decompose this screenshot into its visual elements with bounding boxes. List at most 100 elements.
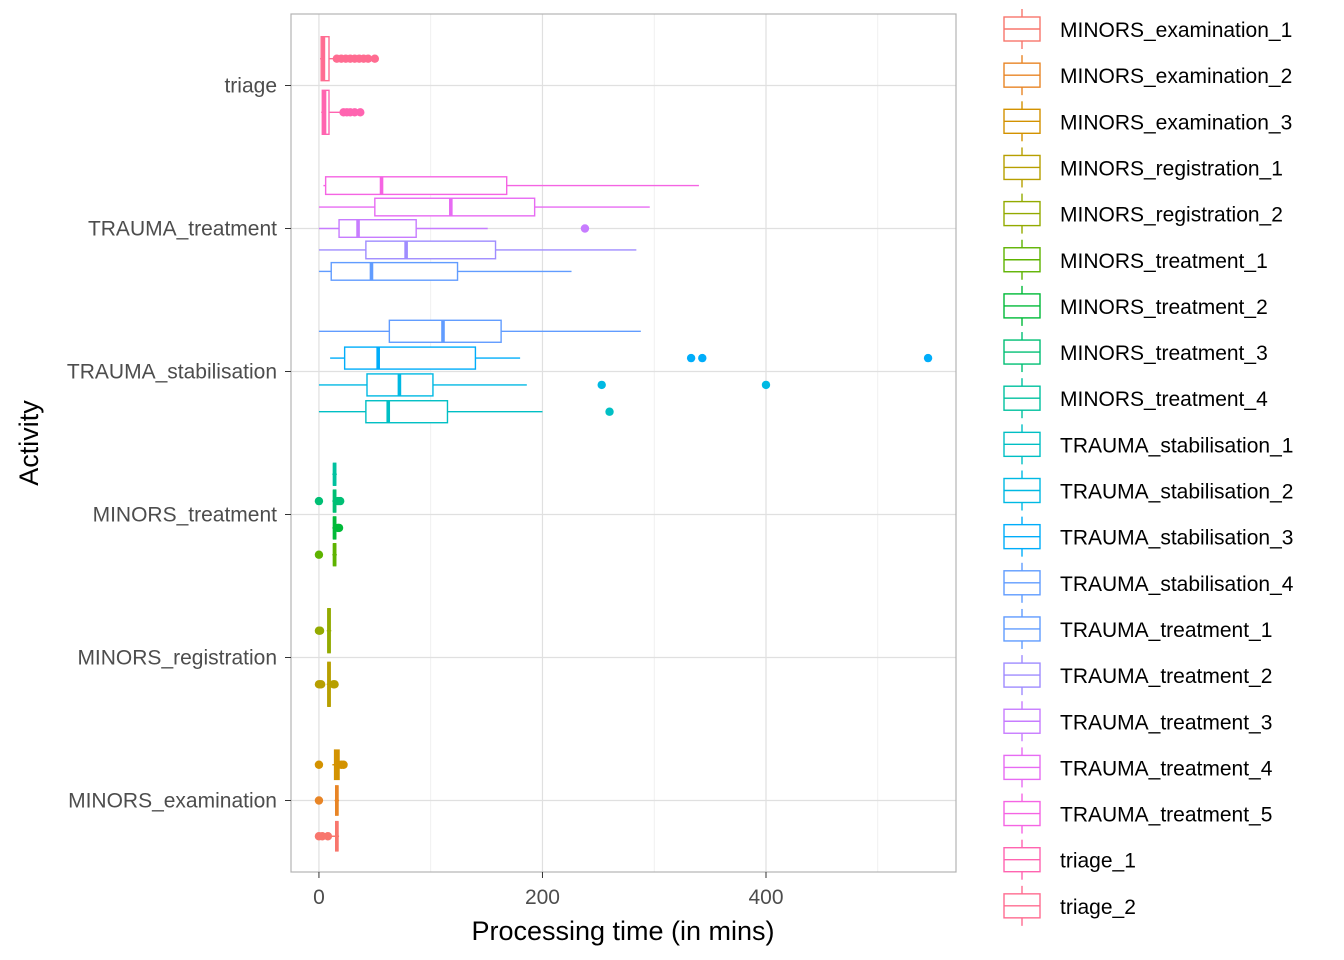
- legend-item: TRAUMA_treatment_5: [1003, 793, 1272, 834]
- outlier-point: [597, 380, 606, 390]
- x-tick-label: 200: [525, 886, 560, 909]
- legend-item: MINORS_treatment_4: [1003, 378, 1268, 419]
- y-tick-label: MINORS_treatment: [93, 504, 278, 527]
- legend-item: TRAUMA_stabilisation_1: [1003, 424, 1293, 465]
- legend-label: MINORS_examination_3: [1060, 111, 1292, 134]
- legend-label: TRAUMA_stabilisation_2: [1060, 481, 1293, 504]
- legend-label: TRAUMA_treatment_4: [1060, 757, 1273, 780]
- outlier-point: [315, 626, 325, 635]
- legend-item: TRAUMA_treatment_1: [1003, 608, 1272, 649]
- legend-item: MINORS_treatment_3: [1003, 332, 1268, 373]
- legend-item: TRAUMA_treatment_3: [1003, 701, 1272, 742]
- legend-item: TRAUMA_treatment_4: [1003, 747, 1273, 788]
- outlier-point: [323, 832, 333, 841]
- outlier-point: [330, 680, 339, 689]
- legend-label: MINORS_registration_1: [1060, 157, 1283, 180]
- legend-label: TRAUMA_treatment_2: [1060, 665, 1272, 688]
- legend-item: MINORS_examination_3: [1003, 101, 1292, 142]
- box-TRAUMA_stabilisation_1: [318, 400, 614, 424]
- legend-label: MINORS_treatment_1: [1060, 250, 1268, 273]
- outlier-point: [314, 550, 324, 559]
- box-MINORS_registration_1: [314, 661, 339, 707]
- x-tick-label: 0: [313, 886, 325, 909]
- y-tick-label: triage: [224, 75, 277, 98]
- legend-item: MINORS_treatment_1: [1003, 239, 1268, 280]
- outlier-point: [580, 224, 590, 233]
- y-tick-label: TRAUMA_stabilisation: [67, 361, 277, 384]
- legend-item: triage_1: [1003, 839, 1136, 880]
- box-TRAUMA_treatment_5: [323, 176, 699, 196]
- legend-item: MINORS_examination_1: [1003, 9, 1292, 49]
- outlier-point: [605, 407, 614, 416]
- box-TRAUMA_treatment_4: [318, 197, 650, 217]
- box-TRAUMA_stabilisation_4: [318, 319, 641, 343]
- x-tick-labels: 0 200 400: [313, 872, 784, 909]
- legend-label: TRAUMA_treatment_3: [1060, 711, 1272, 734]
- legend-item: TRAUMA_stabilisation_3: [1003, 516, 1293, 557]
- outlier-point: [356, 108, 365, 117]
- legend-label: triage_1: [1060, 850, 1136, 873]
- box-MINORS_registration_2: [314, 608, 332, 654]
- outlier-point: [698, 353, 707, 363]
- box-MINORS_examination_1: [314, 820, 340, 852]
- box-iqr: [365, 240, 497, 260]
- box-TRAUMA_treatment_1: [318, 261, 572, 281]
- legend-item: MINORS_registration_1: [1003, 147, 1283, 188]
- outlier-point: [314, 496, 324, 506]
- grid-layer: [291, 14, 956, 872]
- legend-label: MINORS_treatment_3: [1060, 342, 1268, 365]
- box-triage_1: [321, 89, 365, 135]
- box-iqr: [343, 346, 477, 370]
- box-iqr: [388, 319, 502, 343]
- legend-item: TRAUMA_stabilisation_4: [1003, 562, 1294, 603]
- box-iqr: [338, 219, 417, 238]
- legend-item: triage_2: [1003, 885, 1136, 926]
- outlier-point: [314, 760, 324, 769]
- box-TRAUMA_treatment_3: [318, 219, 590, 238]
- legend-label: TRAUMA_stabilisation_3: [1060, 527, 1293, 550]
- legend: MINORS_examination_1 MINORS_examination_2…: [1003, 9, 1294, 926]
- legend-label: MINORS_registration_2: [1060, 204, 1283, 227]
- plot-panel: [290, 13, 957, 873]
- box-iqr: [324, 176, 508, 196]
- box-MINORS_treatment_2: [332, 516, 344, 540]
- legend-label: TRAUMA_treatment_1: [1060, 619, 1272, 642]
- boxes-layer: [314, 36, 933, 852]
- legend-item: TRAUMA_stabilisation_2: [1003, 470, 1293, 511]
- outlier-point: [334, 523, 344, 533]
- box-iqr: [365, 400, 449, 424]
- outlier-point: [339, 760, 348, 769]
- legend-label: MINORS_examination_1: [1060, 19, 1292, 42]
- outlier-point: [363, 54, 373, 63]
- y-axis-title: Activity: [14, 400, 44, 486]
- y-tick-labels: triage TRAUMA_treatment TRAUMA_stabilisati…: [67, 75, 291, 813]
- legend-label: MINORS_treatment_4: [1060, 388, 1268, 411]
- legend-label: triage_2: [1060, 896, 1136, 919]
- outlier-point: [761, 380, 771, 390]
- legend-label: TRAUMA_stabilisation_4: [1060, 573, 1294, 596]
- outlier-point: [923, 353, 933, 363]
- legend-label: MINORS_examination_2: [1060, 65, 1292, 88]
- box-MINORS_examination_2: [314, 785, 340, 816]
- y-tick-label: MINORS_registration: [77, 647, 277, 670]
- box-TRAUMA_stabilisation_3: [330, 346, 933, 370]
- box-triage_2: [320, 36, 380, 82]
- x-tick-label: 400: [748, 886, 783, 909]
- box-MINORS_treatment_4: [332, 462, 337, 486]
- box-iqr: [374, 197, 536, 217]
- outlier-point: [370, 54, 380, 63]
- box-TRAUMA_treatment_2: [318, 240, 637, 260]
- legend-label: MINORS_treatment_2: [1060, 296, 1268, 319]
- legend-label: TRAUMA_treatment_5: [1060, 804, 1272, 827]
- legend-item: MINORS_registration_2: [1003, 193, 1283, 234]
- legend-item: MINORS_treatment_2: [1003, 285, 1268, 326]
- box-MINORS_treatment_3: [314, 489, 345, 513]
- outlier-point: [316, 680, 326, 689]
- outlier-point: [335, 496, 345, 506]
- y-tick-label: TRAUMA_treatment: [88, 218, 277, 241]
- box-iqr: [330, 261, 459, 281]
- x-axis-title: Processing time (in mins): [471, 916, 774, 946]
- box-MINORS_treatment_1: [314, 543, 337, 567]
- y-tick-label: MINORS_examination: [68, 790, 277, 813]
